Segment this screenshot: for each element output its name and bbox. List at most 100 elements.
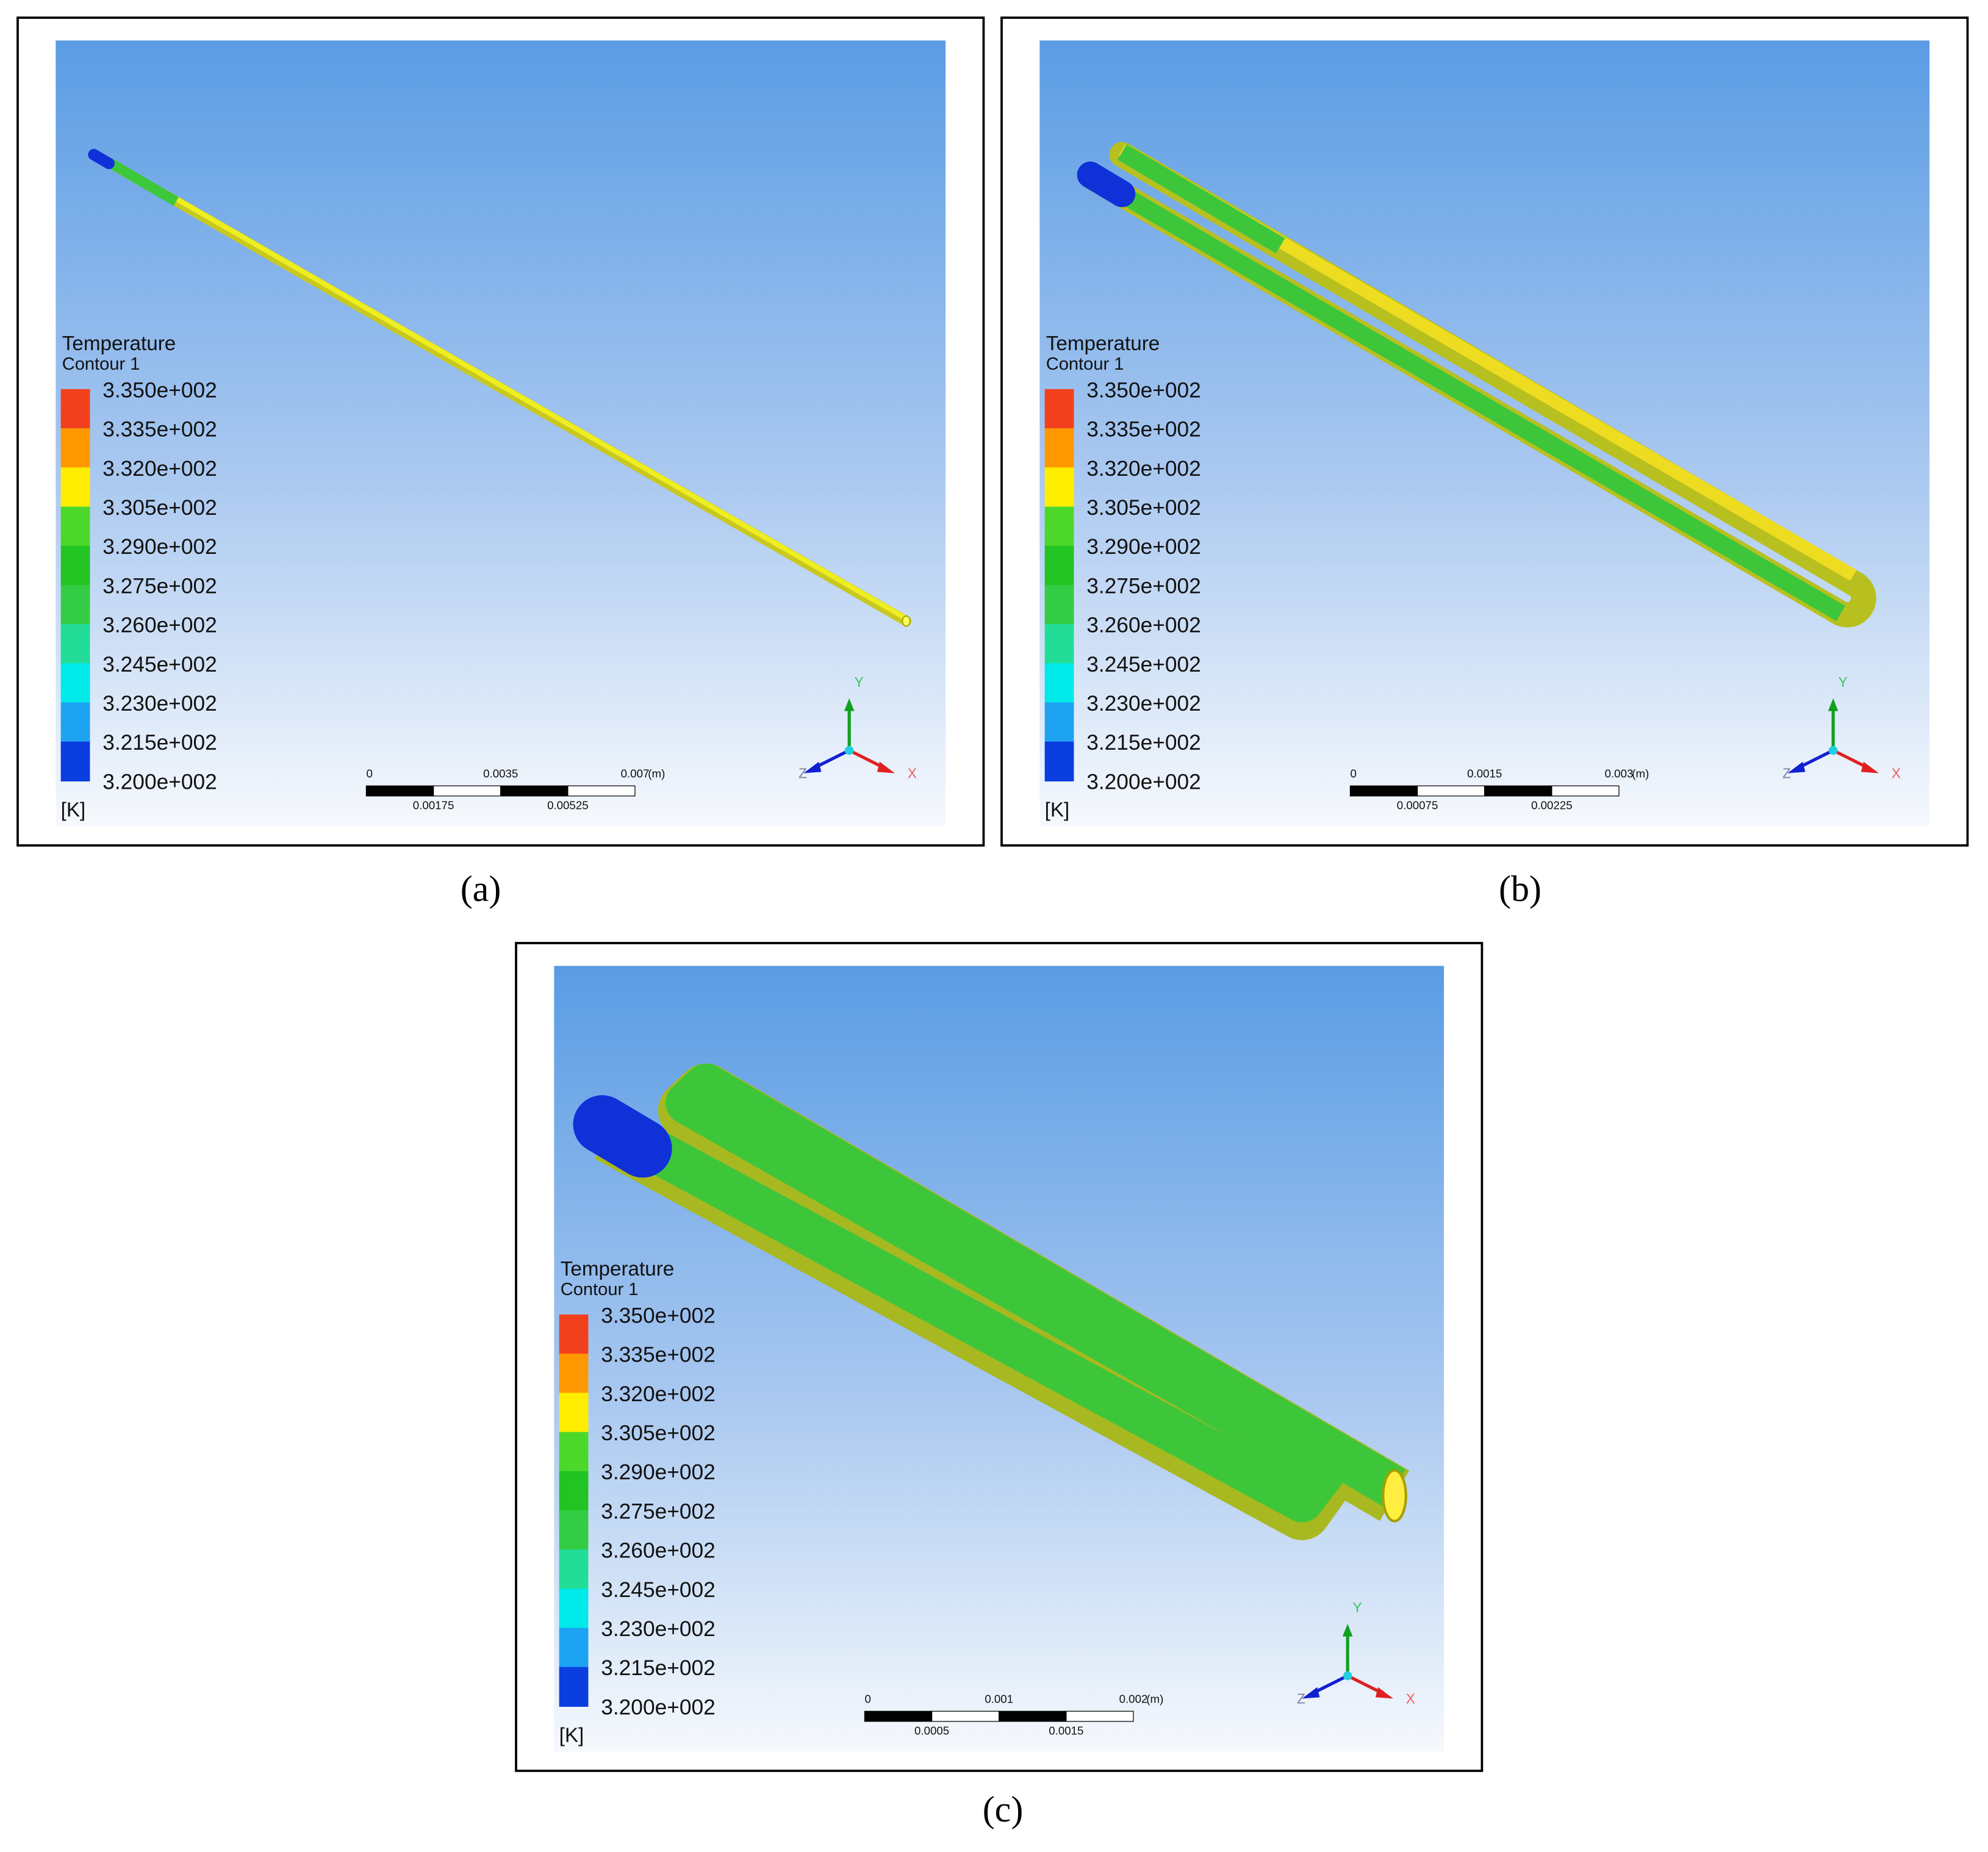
scale-bar-segment [432, 785, 501, 797]
legend-band [60, 467, 90, 508]
viewport [1039, 40, 1930, 827]
legend-band [60, 624, 90, 664]
scale-bar-label: 0.0005 [914, 1724, 949, 1737]
axis-z [813, 748, 850, 770]
axis-label-y: Y [1352, 1599, 1362, 1615]
legend-band [60, 741, 90, 781]
viewport [56, 40, 946, 827]
axis-label-x: X [1892, 766, 1901, 781]
legend-label: 3.230e+002 [1086, 692, 1201, 716]
legend-label: 3.215e+002 [1086, 731, 1201, 755]
caption: (b) [1499, 869, 1541, 909]
axis-x [1347, 1674, 1384, 1695]
legend-title: Temperature [1046, 332, 1160, 355]
legend-band [1044, 584, 1074, 625]
scale-bar-segment [1484, 785, 1552, 797]
legend-label: 3.275e+002 [601, 1499, 716, 1523]
legend-subtitle: Contour 1 [1046, 354, 1124, 374]
axis-origin [844, 745, 854, 755]
axis-label-z: Z [1297, 1691, 1305, 1707]
legend-label: 3.350e+002 [601, 1304, 716, 1327]
legend-unit: [K] [559, 1725, 584, 1747]
legend-label: 3.215e+002 [601, 1656, 716, 1680]
scale-bar-label: 0 [1350, 767, 1356, 780]
legend-label: 3.305e+002 [601, 1421, 716, 1445]
scale-bar-label: 0.0015 [1049, 1724, 1083, 1737]
axis-x-head [877, 761, 895, 773]
legend-band [60, 506, 90, 547]
legend-label: 3.335e+002 [102, 418, 217, 442]
scale-bar-segment [500, 785, 569, 797]
scale-bar-label: 0.00525 [547, 799, 589, 811]
legend-label: 3.290e+002 [102, 535, 217, 559]
legend-label: 3.200e+002 [1086, 770, 1201, 794]
legend-band [1044, 428, 1074, 468]
axis-label-x: X [908, 766, 917, 781]
scale-bar-segment [999, 1710, 1067, 1722]
scale-bar-unit: (m) [1632, 767, 1649, 780]
legend-unit: [K] [1045, 799, 1070, 822]
legend-band [1044, 663, 1074, 703]
caption: (c) [983, 1789, 1024, 1829]
scale-bar-label: 0 [366, 767, 372, 780]
tube-inlet [88, 149, 115, 170]
legend-label: 3.320e+002 [1086, 457, 1201, 481]
scale-bar-segment [1551, 785, 1620, 797]
tube-top [93, 149, 908, 621]
legend-band [559, 1471, 589, 1511]
caption: (a) [461, 869, 501, 909]
scale-bar-segment [1349, 785, 1418, 797]
axis-label-x: X [1406, 1691, 1415, 1707]
tube-inlet [1077, 161, 1136, 207]
legend-band [559, 1314, 589, 1355]
legend-band [60, 545, 90, 586]
legend-label: 3.275e+002 [1086, 574, 1201, 598]
scale-bar-segment [567, 785, 636, 797]
tube-green [1088, 144, 1845, 622]
legend-band [1044, 389, 1074, 429]
legend-label: 3.320e+002 [601, 1382, 716, 1406]
tube-outlet [902, 615, 911, 627]
legend-label: 3.245e+002 [1086, 653, 1201, 677]
legend-title: Temperature [561, 1258, 675, 1280]
legend-band [60, 702, 90, 742]
legend-label: 3.335e+002 [601, 1343, 716, 1367]
legend-band [559, 1510, 589, 1551]
tube-green [598, 1063, 1405, 1523]
axis-z-head [1302, 1687, 1320, 1699]
legend-label: 3.200e+002 [601, 1695, 716, 1719]
scale-bar-segment [931, 1710, 1000, 1722]
legend-label: 3.260e+002 [102, 614, 217, 637]
scale-bar-label: 0.007 [621, 767, 650, 780]
legend-band [1044, 702, 1074, 742]
tube [1080, 142, 1876, 628]
axis-x [849, 748, 886, 770]
scale-bar-label: 0.0015 [1467, 767, 1502, 780]
legend-label: 3.320e+002 [102, 457, 217, 481]
scale-bar-label: 0 [864, 1693, 870, 1706]
legend-label: 3.260e+002 [601, 1539, 716, 1563]
legend-unit: [K] [61, 799, 86, 822]
legend-band [60, 584, 90, 625]
legend-label: 3.215e+002 [102, 731, 217, 755]
scale-bar-segment [864, 1710, 933, 1722]
axis-label-y: Y [854, 674, 863, 690]
scale-bar-segment [1416, 785, 1485, 797]
legend-band [559, 1628, 589, 1668]
scale-bar-unit: (m) [648, 767, 665, 780]
tube-inlet [573, 1095, 672, 1178]
axis-label-y: Y [1838, 674, 1847, 690]
legend-band [1044, 506, 1074, 547]
legend-band [60, 663, 90, 703]
legend-band [559, 1588, 589, 1629]
legend-label: 3.245e+002 [102, 653, 217, 677]
legend-label: 3.290e+002 [601, 1460, 716, 1484]
legend-label: 3.230e+002 [601, 1617, 716, 1641]
legend-label: 3.305e+002 [102, 496, 217, 520]
axis-x [1832, 748, 1870, 770]
legend-title: Temperature [62, 332, 176, 355]
